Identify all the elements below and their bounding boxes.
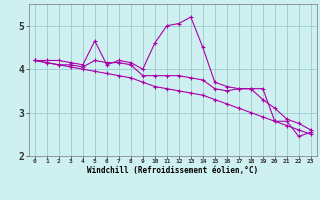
X-axis label: Windchill (Refroidissement éolien,°C): Windchill (Refroidissement éolien,°C) [87,166,258,175]
